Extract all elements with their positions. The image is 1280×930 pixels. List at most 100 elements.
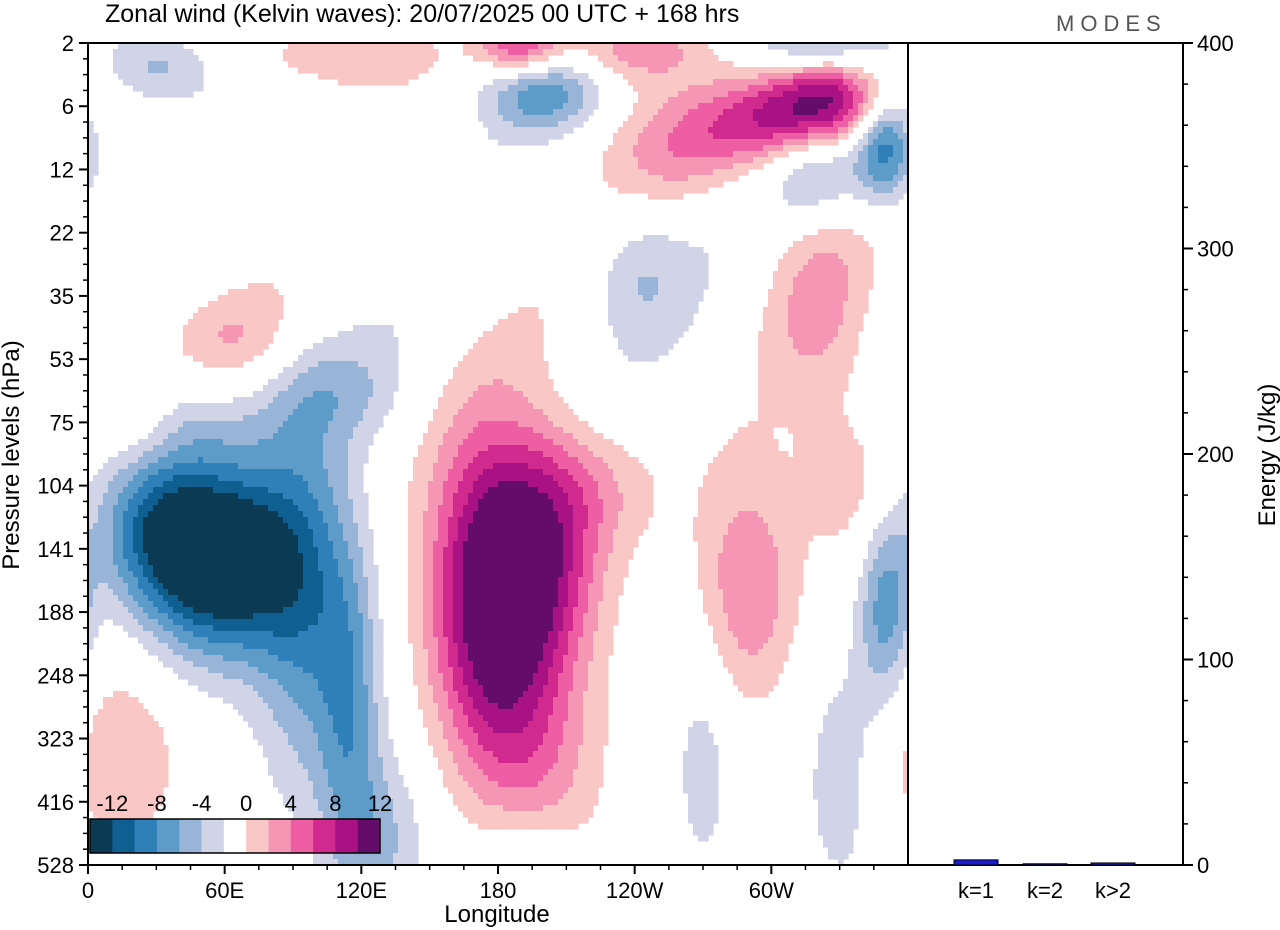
field-cell — [188, 469, 194, 476]
field-cell — [313, 451, 319, 458]
field-cell — [118, 73, 124, 80]
field-cell — [623, 67, 629, 74]
field-cell — [738, 103, 744, 110]
field-cell — [503, 463, 509, 470]
field-cell — [793, 367, 799, 374]
field-cell — [338, 409, 344, 416]
field-cell — [263, 475, 269, 482]
field-cell — [253, 409, 259, 416]
field-cell — [463, 391, 469, 398]
field-cell — [833, 445, 839, 452]
field-cell — [753, 427, 759, 434]
field-cell — [833, 469, 839, 476]
field-cell — [738, 445, 744, 452]
field-cell — [618, 481, 624, 488]
field-cell — [243, 469, 249, 476]
field-cell — [508, 85, 514, 92]
field-cell — [483, 97, 489, 104]
field-cell — [628, 55, 634, 62]
field-cell — [803, 85, 809, 92]
field-cell — [143, 85, 149, 92]
field-cell — [833, 139, 839, 146]
field-cell — [248, 343, 254, 350]
field-cell — [778, 301, 784, 308]
field-cell — [838, 241, 844, 248]
field-cell — [823, 337, 829, 344]
field-cell — [328, 439, 334, 446]
field-cell — [773, 43, 779, 50]
field-cell — [538, 343, 544, 350]
field-cell — [428, 463, 434, 470]
field-cell — [808, 133, 814, 140]
field-cell — [688, 157, 694, 164]
field-cell — [668, 337, 674, 344]
field-cell — [798, 283, 804, 290]
field-cell — [538, 361, 544, 368]
field-cell — [448, 385, 454, 392]
field-cell — [468, 451, 474, 458]
field-cell — [578, 79, 584, 86]
field-cell — [748, 157, 754, 164]
field-cell — [498, 91, 504, 98]
field-cell — [853, 145, 859, 152]
field-cell — [813, 121, 819, 128]
field-cell — [378, 355, 384, 362]
field-cell — [153, 49, 159, 56]
field-cell — [593, 457, 599, 464]
field-cell — [168, 439, 174, 446]
field-cell — [233, 421, 239, 428]
field-cell — [428, 481, 434, 488]
field-cell — [808, 139, 814, 146]
field-cell — [808, 91, 814, 98]
field-cell — [538, 79, 544, 86]
field-cell — [318, 343, 324, 350]
field-cell — [723, 457, 729, 464]
field-cell — [138, 43, 144, 50]
field-cell — [638, 79, 644, 86]
field-cell — [498, 403, 504, 410]
field-cell — [803, 103, 809, 110]
field-cell — [468, 469, 474, 476]
field-cell — [843, 235, 849, 242]
field-cell — [708, 97, 714, 104]
field-cell — [228, 331, 234, 338]
field-cell — [728, 175, 734, 182]
field-cell — [843, 301, 849, 308]
field-cell — [173, 79, 179, 86]
field-cell — [188, 421, 194, 428]
field-cell — [548, 73, 554, 80]
field-cell — [718, 67, 724, 74]
field-cell — [823, 439, 829, 446]
field-cell — [163, 415, 169, 422]
field-cell — [263, 409, 269, 416]
field-cell — [253, 331, 259, 338]
field-cell — [538, 373, 544, 380]
field-cell — [593, 433, 599, 440]
field-cell — [183, 331, 189, 338]
field-cell — [853, 343, 859, 350]
field-cell — [348, 481, 354, 488]
field-cell — [628, 187, 634, 194]
field-cell — [678, 259, 684, 266]
field-cell — [308, 427, 314, 434]
field-cell — [123, 55, 129, 62]
field-cell — [903, 133, 909, 140]
field-cell — [828, 451, 834, 458]
field-cell — [428, 451, 434, 458]
field-cell — [628, 163, 634, 170]
field-cell — [853, 289, 859, 296]
field-cell — [853, 151, 859, 158]
field-cell — [173, 415, 179, 422]
field-cell — [333, 355, 339, 362]
field-cell — [313, 55, 319, 62]
field-cell — [853, 163, 859, 170]
field-cell — [813, 469, 819, 476]
field-cell — [193, 325, 199, 332]
field-cell — [323, 427, 329, 434]
field-cell — [648, 253, 654, 260]
field-cell — [788, 247, 794, 254]
field-cell — [673, 241, 679, 248]
field-cell — [798, 79, 804, 86]
field-cell — [673, 187, 679, 194]
field-cell — [863, 277, 869, 284]
